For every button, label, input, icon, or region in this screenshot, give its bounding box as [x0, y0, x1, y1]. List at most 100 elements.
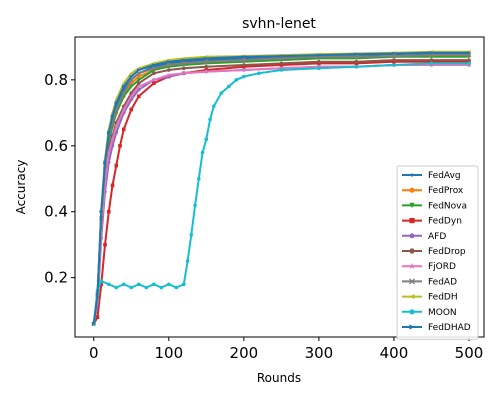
- axes: 0 100 200 300 400 500 0.2 0.4 0.6 0.8: [44, 36, 485, 362]
- data-point-feddhad: [129, 74, 134, 79]
- data-point-moon: [129, 285, 134, 290]
- data-point-feddhad: [317, 53, 321, 57]
- legend-label-fedad: FedAD: [428, 277, 457, 287]
- data-point-feddyn: [136, 94, 141, 99]
- data-point-fjord: [129, 94, 134, 99]
- data-point-fjord: [204, 69, 209, 74]
- legend-marker-feddyn: [409, 218, 415, 224]
- data-point-feddrop: [204, 65, 209, 69]
- x-tick-label: 0: [89, 344, 99, 362]
- data-point-moon: [144, 285, 149, 290]
- data-point-fjord: [102, 179, 108, 184]
- data-point-fjord: [121, 107, 126, 112]
- legend-label-fedavg: FedAvg: [428, 171, 461, 181]
- series-line-feddyn: [92, 60, 469, 325]
- data-point-fedad: [151, 66, 157, 71]
- data-point-feddhad: [92, 322, 96, 326]
- legend: FedAvg FedProx FedNova FedDyn AFD FedDrop FjOR…: [396, 165, 479, 340]
- legend-label-fjord: FjORD: [428, 262, 456, 272]
- legend-label-fedprox: FedProx: [428, 186, 464, 196]
- x-tick-label: 500: [455, 344, 484, 362]
- data-point-fedad: [241, 57, 247, 63]
- legend-label-afd: AFD: [428, 232, 446, 242]
- data-point-moon: [200, 150, 205, 155]
- data-point-feddhad: [103, 160, 107, 165]
- legend-label-feddyn: FedDyn: [428, 217, 462, 227]
- data-point-feddrop: [467, 58, 471, 62]
- data-point-moon: [167, 282, 171, 287]
- data-point-feddhad: [467, 51, 471, 55]
- data-point-moon: [227, 84, 231, 89]
- data-point-moon: [106, 282, 111, 287]
- data-point-feddyn: [121, 127, 126, 132]
- data-point-feddrop: [279, 61, 284, 66]
- x-tick-label: 200: [230, 344, 259, 362]
- data-point-moon: [317, 66, 321, 71]
- x-axis-label: Rounds: [257, 371, 301, 385]
- data-point-feddhad: [429, 51, 434, 55]
- data-point-feddhad: [152, 63, 156, 67]
- data-point-fednova: [137, 78, 141, 82]
- data-point-fjord: [181, 70, 186, 76]
- data-point-feddrop: [392, 58, 396, 62]
- data-point-feddyn: [106, 209, 111, 214]
- data-point-moon: [121, 282, 126, 287]
- data-point-feddyn: [110, 183, 115, 188]
- data-point-moon: [136, 282, 141, 287]
- plot-frame: [74, 36, 485, 338]
- data-point-feddrop: [166, 68, 171, 72]
- data-point-moon: [429, 61, 434, 66]
- data-point-feddrop: [354, 60, 359, 64]
- data-point-fjord: [106, 150, 111, 155]
- legend-marker-feddh: [409, 294, 415, 300]
- data-point-feddhad: [99, 209, 104, 214]
- data-point-feddhad: [114, 101, 119, 105]
- data-point-moon: [204, 137, 209, 141]
- data-point-moon: [208, 117, 212, 122]
- data-point-moon: [193, 203, 197, 207]
- legend-marker-fjord: [408, 262, 416, 269]
- data-point-feddyn: [129, 107, 134, 112]
- data-point-feddhad: [242, 55, 246, 59]
- data-point-feddhad: [279, 54, 284, 58]
- data-point-fjord: [136, 84, 141, 89]
- data-point-fjord: [166, 72, 171, 77]
- x-tick-label: 300: [305, 344, 334, 362]
- data-point-feddrop: [241, 63, 246, 67]
- legend-marker-moon: [409, 309, 415, 315]
- y-axis-label: Accuracy: [14, 160, 28, 215]
- data-point-moon: [234, 78, 239, 82]
- data-point-feddhad: [122, 84, 126, 89]
- data-point-feddhad: [167, 59, 171, 64]
- legend-label-moon: MOON: [428, 308, 457, 318]
- y-tick-label: 0.6: [44, 137, 68, 155]
- data-point-feddhad: [182, 58, 186, 62]
- x-tick-label: 400: [380, 344, 409, 362]
- data-point-moon: [185, 259, 190, 263]
- legend-label-feddh: FedDH: [428, 293, 458, 303]
- data-point-moon: [114, 285, 119, 290]
- data-point-fjord: [316, 64, 322, 69]
- data-point-feddrop: [136, 81, 141, 85]
- data-point-feddhad: [110, 114, 115, 118]
- legend-marker-afd: [409, 232, 415, 239]
- data-point-feddyn: [95, 315, 100, 320]
- data-point-feddyn: [99, 282, 104, 287]
- data-point-fjord: [110, 136, 115, 142]
- data-point-fedad: [204, 59, 209, 64]
- data-point-fednova: [129, 84, 134, 89]
- data-point-fedad: [166, 62, 172, 68]
- legend-marker-fedad: [408, 278, 416, 285]
- chart-title: svhn-lenet: [242, 16, 316, 32]
- data-point-moon: [174, 285, 179, 290]
- data-point-feddhad: [95, 292, 100, 296]
- data-point-feddrop: [181, 66, 186, 70]
- data-point-feddyn: [114, 163, 119, 168]
- data-point-fedprox: [136, 74, 141, 79]
- legend-marker-fedavg: [410, 173, 414, 177]
- data-point-moon: [354, 64, 359, 69]
- data-point-moon: [189, 233, 194, 237]
- data-point-moon: [257, 71, 261, 76]
- data-point-feddrop: [429, 58, 434, 62]
